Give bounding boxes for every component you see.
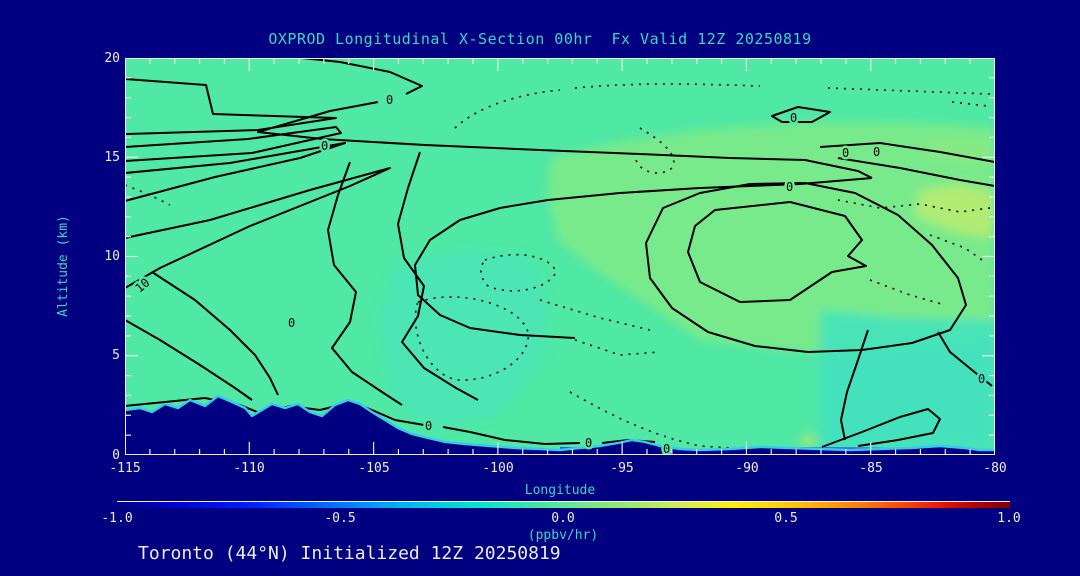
contour-label: 0 [790,111,797,125]
x-axis-label: Longitude [524,483,596,498]
field-tint-regions [378,122,995,450]
y-tick-15: 15 [104,150,120,165]
cbar-tick-n05: -0.5 [324,511,356,526]
contour-label: 0 [873,145,880,159]
x-tick-n85: -85 [859,461,883,476]
x-tick-n90: -90 [735,461,759,476]
cbar-tick-1: 1.0 [997,511,1021,526]
y-tick-5: 5 [112,348,120,363]
contour-label: 0 [663,442,670,455]
x-tick-n105: -105 [358,461,390,476]
cbar-tick-05: 0.5 [774,511,798,526]
colorbar [117,501,1010,508]
plot-frame [125,58,995,455]
x-tick-n80: -80 [983,461,1007,476]
cbar-tick-n1: -1.0 [101,511,133,526]
contour-label: 0 [842,146,849,160]
x-tick-n110: -110 [233,461,265,476]
contour-label: 0 [386,93,393,107]
y-axis-label: Altitude (km) [56,215,71,317]
x-tick-n115: -115 [109,461,141,476]
contour-label: 0 [585,436,592,450]
y-tick-0: 0 [112,448,120,463]
terrain-silhouette [125,396,995,455]
solid-contours [125,58,995,448]
dotted-contours [125,83,991,451]
contour-label: 0 [786,180,793,194]
y-tick-10: 10 [104,249,120,264]
chart-title: OXPROD Longitudinal X-Section 00hr Fx Va… [268,30,812,48]
cross-section-plot: 0 0 0 0 0 0 0 0 0 0 0 10 [125,58,995,455]
colorbar-units: (ppbv/hr) [527,528,599,543]
contour-label: 0 [425,419,432,433]
footer-caption: Toronto (44°N) Initialized 12Z 20250819 [138,543,561,564]
contour-label: 0 [978,372,985,386]
y-tick-20: 20 [104,51,120,66]
cbar-tick-0: 0.0 [551,511,575,526]
terrain-fringe [125,394,995,452]
x-tick-n95: -95 [610,461,634,476]
x-tick-n100: -100 [482,461,514,476]
contour-label: 0 [288,316,295,330]
terrain [125,394,995,455]
contour-label: 0 [321,139,328,153]
